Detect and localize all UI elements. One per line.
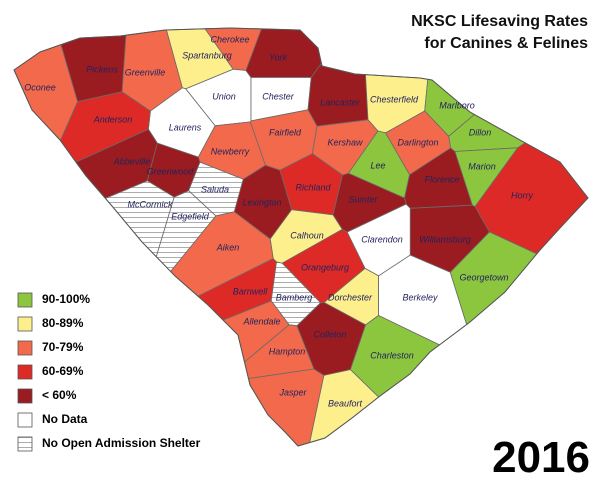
legend-swatch — [17, 388, 33, 404]
county-label: Cherokee — [210, 34, 249, 44]
legend-label: < 60% — [42, 388, 77, 402]
counties — [13, 27, 589, 447]
county-label: Newberry — [211, 146, 250, 156]
county-label: Marion — [468, 161, 496, 171]
county-label: Lancaster — [320, 97, 361, 107]
county-label: Spartanburg — [182, 50, 232, 60]
county-label: Beaufort — [328, 398, 363, 408]
title-line: for Canines & Felines — [424, 35, 588, 52]
legend-swatch — [17, 436, 33, 452]
county-label: Kershaw — [327, 137, 363, 147]
legend-label: No Data — [42, 412, 88, 426]
county-label: Saluda — [201, 184, 229, 194]
county-label: Pickens — [86, 64, 118, 74]
legend-swatch — [17, 412, 33, 428]
county-label: Lexington — [242, 197, 281, 207]
county-label: Dorchester — [328, 292, 373, 302]
county-label: Allendale — [242, 316, 280, 326]
state-outline — [13, 27, 589, 447]
legend-label: 60-69% — [42, 364, 84, 378]
county-label: Horry — [511, 190, 533, 200]
county-label: Darlington — [397, 137, 438, 147]
county-label: McCormick — [128, 199, 173, 209]
legend-label: 90-100% — [42, 292, 90, 306]
county-label: Greenville — [125, 67, 166, 77]
legend-swatch — [17, 340, 33, 356]
county-label: Clarendon — [361, 234, 403, 244]
county-label: Greenwood — [147, 166, 195, 176]
county-label: Georgetown — [459, 272, 508, 282]
county — [385, 110, 452, 176]
legend: 90-100% 80-89% 70-79% 60-69% < 60% No Data No … — [17, 292, 201, 452]
county-label: Oconee — [24, 82, 56, 92]
county — [307, 62, 369, 127]
county-label: York — [269, 52, 288, 62]
county-labels: Oconee Pickens Greenville Spartanburg Cherok… — [24, 34, 533, 408]
legend-label: 80-89% — [42, 316, 84, 330]
county-label: Calhoun — [290, 230, 324, 240]
county-label: Anderson — [93, 114, 133, 124]
county-label: Edgefield — [171, 211, 210, 221]
county-label: Richland — [295, 182, 331, 192]
county-label: Fairfield — [269, 127, 302, 137]
legend-label: No Open Admission Shelter — [42, 436, 201, 450]
legend-label: 70-79% — [42, 340, 84, 354]
county-label: Hampton — [269, 346, 306, 356]
county-label: Berkeley — [402, 292, 438, 302]
county-label: Laurens — [169, 122, 202, 132]
county-label: Chesterfield — [370, 94, 419, 104]
county-label: Orangeburg — [301, 262, 349, 272]
county-label: Charleston — [370, 350, 414, 360]
county-label: Dillon — [469, 127, 492, 137]
county-label: Bamberg — [276, 292, 313, 302]
legend-swatch — [17, 292, 33, 308]
county-label: Florence — [424, 174, 459, 184]
county-label: Barnwell — [233, 286, 269, 296]
title-line: NKSC Lifesaving Rates — [411, 13, 588, 30]
county-label: Williamsburg — [419, 234, 470, 244]
county-label: Sumter — [348, 194, 378, 204]
year: 2016 — [492, 433, 590, 482]
legend-swatch — [17, 316, 33, 332]
county-label: Chester — [262, 91, 295, 101]
county-label: Union — [212, 91, 236, 101]
legend-swatch — [17, 364, 33, 380]
county-label: Jasper — [278, 387, 307, 397]
county-label: Marlboro — [439, 100, 475, 110]
county-label: Abbeville — [113, 156, 151, 166]
county-label: Colleton — [313, 329, 346, 339]
county-label: Aiken — [216, 242, 240, 252]
county-label: Lee — [370, 160, 385, 170]
